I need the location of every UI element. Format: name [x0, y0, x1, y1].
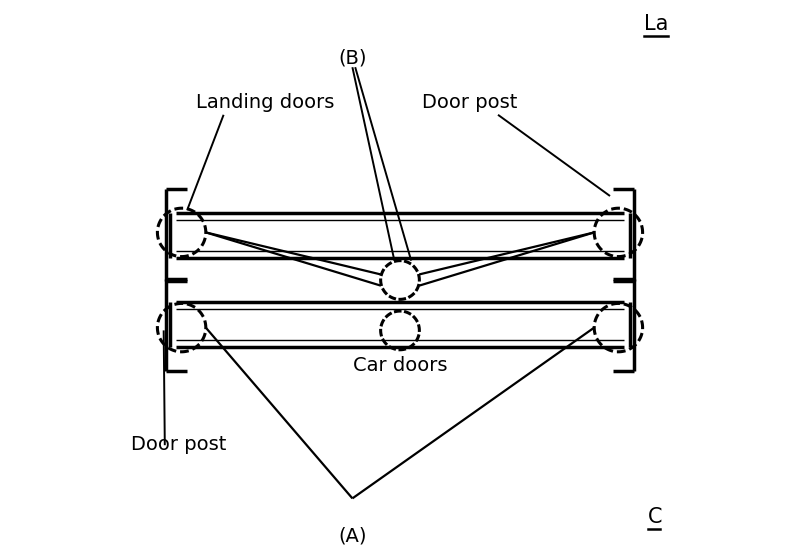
Text: (B): (B)	[338, 48, 366, 67]
Text: Landing doors: Landing doors	[197, 93, 334, 112]
Text: Door post: Door post	[422, 93, 518, 112]
Text: (A): (A)	[338, 526, 366, 545]
Text: Car doors: Car doors	[353, 356, 447, 375]
Text: La: La	[643, 14, 668, 34]
Text: Door post: Door post	[131, 435, 226, 454]
Text: C: C	[648, 507, 662, 527]
